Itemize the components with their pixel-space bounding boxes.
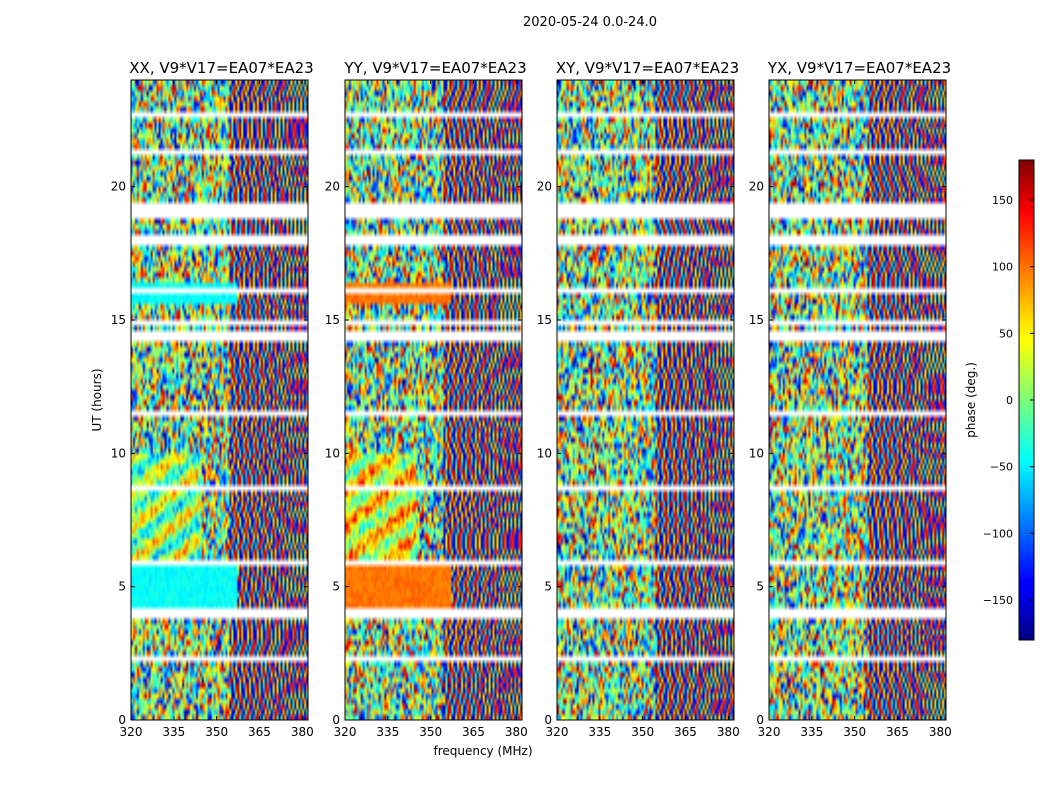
y-tick-label: 20 xyxy=(749,180,764,194)
panel-title: YX, V9*V17=EA07*EA23 xyxy=(767,59,951,77)
y-tick-label: 5 xyxy=(544,580,552,594)
heatmap-image xyxy=(345,80,522,720)
x-axis-label: frequency (MHz) xyxy=(433,744,532,758)
x-tick-label: 350 xyxy=(419,725,442,739)
colorbar-tick-label: −100 xyxy=(983,527,1013,540)
y-tick-label: 10 xyxy=(537,446,552,460)
colorbar-tick-label: −50 xyxy=(990,461,1013,474)
y-tick-label: 5 xyxy=(332,580,340,594)
y-tick-label: 0 xyxy=(756,713,764,727)
colorbar-tick-label: 150 xyxy=(992,194,1013,207)
panel-frame xyxy=(556,79,735,721)
colorbar-tick-label: −150 xyxy=(983,594,1013,607)
colorbar-tick-label: 100 xyxy=(992,261,1013,274)
x-tick-label: 380 xyxy=(505,725,528,739)
y-tick-label: 20 xyxy=(111,180,126,194)
y-tick-label: 0 xyxy=(332,713,340,727)
x-tick-label: 365 xyxy=(248,725,271,739)
y-tick-label: 20 xyxy=(537,180,552,194)
x-tick-label: 350 xyxy=(205,725,228,739)
colorbar-tick-label: 0 xyxy=(1006,394,1013,407)
y-tick-label: 10 xyxy=(325,446,340,460)
x-tick-label: 380 xyxy=(717,725,740,739)
x-tick-label: 320 xyxy=(758,725,781,739)
y-tick-label: 0 xyxy=(544,713,552,727)
heatmap-image xyxy=(557,80,734,720)
x-tick-label: 335 xyxy=(376,725,399,739)
panel-title: XY, V9*V17=EA07*EA23 xyxy=(556,59,739,77)
y-tick-label: 5 xyxy=(756,580,764,594)
x-tick-label: 380 xyxy=(291,725,314,739)
x-tick-label: 335 xyxy=(162,725,185,739)
panel-title: XX, V9*V17=EA07*EA23 xyxy=(129,59,313,77)
x-tick-label: 365 xyxy=(462,725,485,739)
x-tick-label: 365 xyxy=(674,725,697,739)
y-tick-label: 10 xyxy=(111,446,126,460)
y-tick-label: 0 xyxy=(118,713,126,727)
y-tick-label: 15 xyxy=(749,313,764,327)
panel-title: YY, V9*V17=EA07*EA23 xyxy=(343,59,526,77)
x-tick-label: 320 xyxy=(120,725,143,739)
panel-frame xyxy=(344,79,523,721)
x-tick-label: 365 xyxy=(886,725,909,739)
colorbar-tick-label: 50 xyxy=(999,327,1013,340)
y-tick-label: 10 xyxy=(749,446,764,460)
y-tick-label: 5 xyxy=(118,580,126,594)
panel-yx: YX, V9*V17=EA07*EA23 320 335 350 365 380 0 5 10 1… xyxy=(749,59,952,739)
y-tick-label: 20 xyxy=(325,180,340,194)
x-tick-label: 350 xyxy=(843,725,866,739)
x-tick-label: 335 xyxy=(588,725,611,739)
y-tick-label: 15 xyxy=(537,313,552,327)
colorbar-ticks: 150 100 50 0 −50 −100 −150 xyxy=(983,194,1034,607)
figure-suptitle: 2020-05-24 0.0-24.0 xyxy=(523,15,657,30)
heatmap-image xyxy=(769,80,946,720)
y-tick-label: 15 xyxy=(325,313,340,327)
panel-frame xyxy=(768,79,947,721)
panel-frame xyxy=(130,79,309,721)
panel-yy: YY, V9*V17=EA07*EA23 320 335 350 365 380 0 5 10 1… xyxy=(325,59,528,739)
heatmap-image xyxy=(131,80,308,720)
x-tick-label: 335 xyxy=(800,725,823,739)
x-tick-label: 320 xyxy=(334,725,357,739)
y-axis-label: UT (hours) xyxy=(90,368,104,431)
colorbar-label: phase (deg.) xyxy=(964,362,978,438)
panel-xx: XX, V9*V17=EA07*EA23 320 335 350 365 380 0 5 10 1… xyxy=(111,59,314,739)
x-tick-label: 350 xyxy=(631,725,654,739)
x-tick-label: 320 xyxy=(546,725,569,739)
panels: XX, V9*V17=EA07*EA23 320 335 350 365 380 0 5 10 1… xyxy=(111,59,952,739)
panel-xy: XY, V9*V17=EA07*EA23 320 335 350 365 380 0 5 10 1… xyxy=(537,59,740,739)
colorbar: 150 100 50 0 −50 −100 −150 phase (deg.) xyxy=(964,159,1035,641)
x-tick-label: 380 xyxy=(929,725,952,739)
y-tick-label: 15 xyxy=(111,313,126,327)
